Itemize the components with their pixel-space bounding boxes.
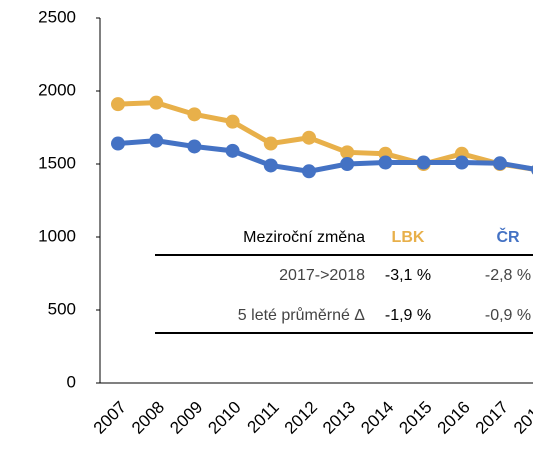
x-tick-label: 2009 (166, 398, 206, 438)
table-cell: -0,9 % (485, 307, 531, 324)
y-tick-label: 1000 (38, 226, 76, 245)
x-tick-label: 2007 (90, 398, 130, 438)
point (149, 133, 164, 148)
point (225, 143, 240, 158)
table-cell: -3,1 % (385, 267, 431, 284)
point (302, 130, 316, 145)
y-tick-label: 2000 (38, 80, 76, 99)
point (187, 107, 202, 122)
point (378, 155, 393, 170)
x-tick-label: 2016 (434, 398, 474, 438)
table-header: LBK (392, 229, 425, 246)
x-tick-label: 2017 (472, 398, 512, 438)
table-cell: -2,8 % (485, 267, 531, 284)
point (454, 155, 469, 170)
y-tick-label: 0 (67, 372, 76, 391)
table-header: Meziroční změna (243, 229, 365, 246)
table-cell: 2017->2018 (279, 267, 365, 284)
point (340, 145, 355, 160)
table-bg (155, 220, 533, 335)
point (111, 136, 125, 151)
table-cell: -1,9 % (385, 307, 431, 324)
series-line (117, 100, 533, 172)
point (263, 136, 278, 151)
x-tick-label: 2012 (281, 398, 321, 438)
x-tick-label: 2015 (395, 398, 435, 438)
y-tick-label: 1500 (38, 153, 76, 172)
point (493, 156, 507, 171)
y-tick-label: 500 (48, 299, 76, 318)
x-tick-label: 2008 (128, 398, 168, 438)
point (225, 114, 240, 129)
point (340, 157, 355, 171)
table-cell: 5 leté průměrné Δ (238, 306, 366, 324)
point (416, 155, 431, 170)
x-tick-label: 2011 (244, 398, 283, 437)
y-tick-label: 2500 (38, 7, 76, 26)
table-header: ČR (496, 227, 520, 246)
x-tick-label: 2013 (319, 398, 359, 438)
point (302, 164, 316, 179)
point (149, 95, 164, 110)
point (263, 158, 278, 173)
point (111, 97, 125, 112)
x-tick-label: 2018 (510, 398, 533, 438)
x-tick-label: 2010 (204, 398, 244, 438)
x-tick-label: 2014 (357, 398, 397, 438)
point (187, 139, 202, 154)
